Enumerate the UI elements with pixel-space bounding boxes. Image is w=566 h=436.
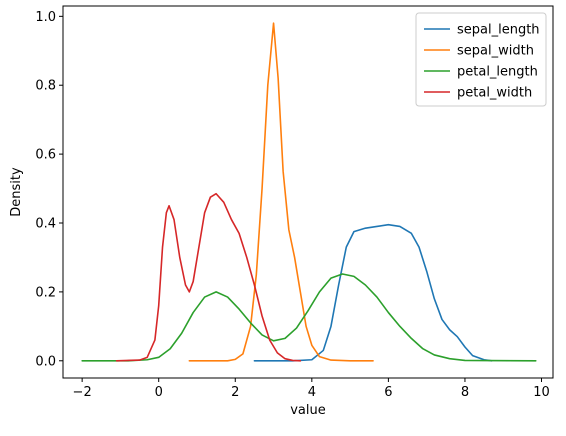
y-tick-label: 0.2 <box>35 285 56 300</box>
series-line-petal_length <box>81 273 537 362</box>
legend-label-sepal_length: sepal_length <box>457 23 540 38</box>
legend-label-petal_width: petal_width <box>457 86 532 101</box>
x-tick-label: 8 <box>461 385 469 400</box>
x-tick-label: 0 <box>155 385 163 400</box>
legend-box <box>415 12 547 107</box>
legend-label-petal_length: petal_length <box>457 65 538 80</box>
x-axis-label: value <box>290 403 326 418</box>
x-axis-ticks: −2 0 2 4 6 8 10 <box>73 378 550 400</box>
y-tick-label: 0.0 <box>35 354 56 369</box>
y-tick-label: 0.4 <box>35 217 56 232</box>
series-line-petal_width <box>115 192 302 362</box>
series-line-sepal_width <box>188 22 374 362</box>
x-tick-label: −2 <box>73 385 92 400</box>
x-tick-label: 2 <box>231 385 239 400</box>
legend: sepal_length sepal_width petal_lengthpetal… <box>415 12 547 107</box>
plot-frame <box>62 5 554 379</box>
y-axis-label: Density <box>9 167 24 217</box>
x-tick-label: 6 <box>384 385 392 400</box>
y-tick-label: 0.8 <box>35 79 56 94</box>
y-tick-label: 1.0 <box>35 10 56 25</box>
x-tick-label: 4 <box>308 385 316 400</box>
series-line-sepal_length <box>253 223 493 362</box>
legend-label-sepal_width: sepal_width <box>457 44 534 59</box>
x-tick-label: 10 <box>533 385 550 400</box>
plot-area <box>81 22 537 362</box>
y-tick-label: 0.6 <box>35 148 56 163</box>
y-axis-ticks: 0.0 0.2 0.4 0.6 0.8 1.0 <box>35 10 63 369</box>
